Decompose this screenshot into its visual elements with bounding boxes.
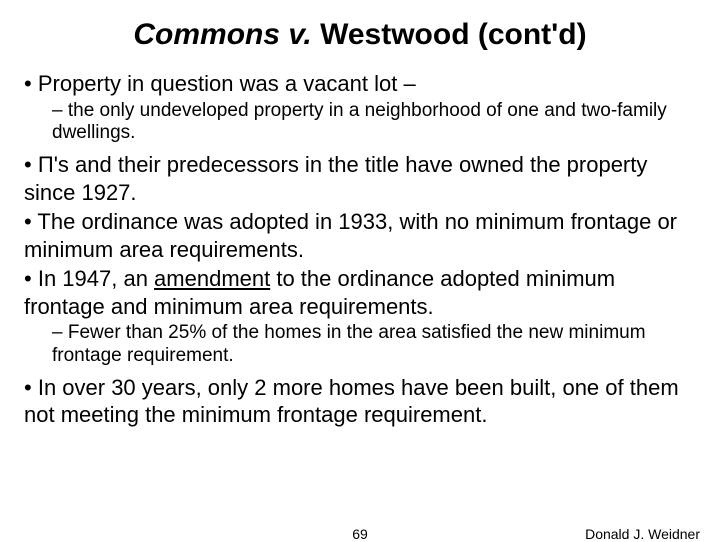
bullet-level1: Property in question was a vacant lot – — [24, 70, 700, 98]
bullet-level2: Fewer than 25% of the homes in the area … — [52, 322, 700, 368]
slide-title: Commons v. Westwood (cont'd) — [20, 18, 700, 52]
bullet-level1: In 1947, an amendment to the ordinance a… — [24, 265, 700, 320]
bullet-level1: Π's and their predecessors in the title … — [24, 151, 700, 206]
title-rest: Westwood (cont'd) — [312, 18, 587, 51]
slide: { "title": { "italic": "Commons v.", "re… — [0, 0, 720, 540]
bullet-level1: The ordinance was adopted in 1933, with … — [24, 208, 700, 263]
text-fragment: In 1947, an — [38, 266, 154, 291]
underlined-word: amendment — [154, 266, 270, 291]
bullet-level1: In over 30 years, only 2 more homes have… — [24, 374, 700, 429]
bullet-level2: the only undeveloped property in a neigh… — [52, 100, 700, 146]
title-italic: Commons v. — [133, 18, 311, 51]
